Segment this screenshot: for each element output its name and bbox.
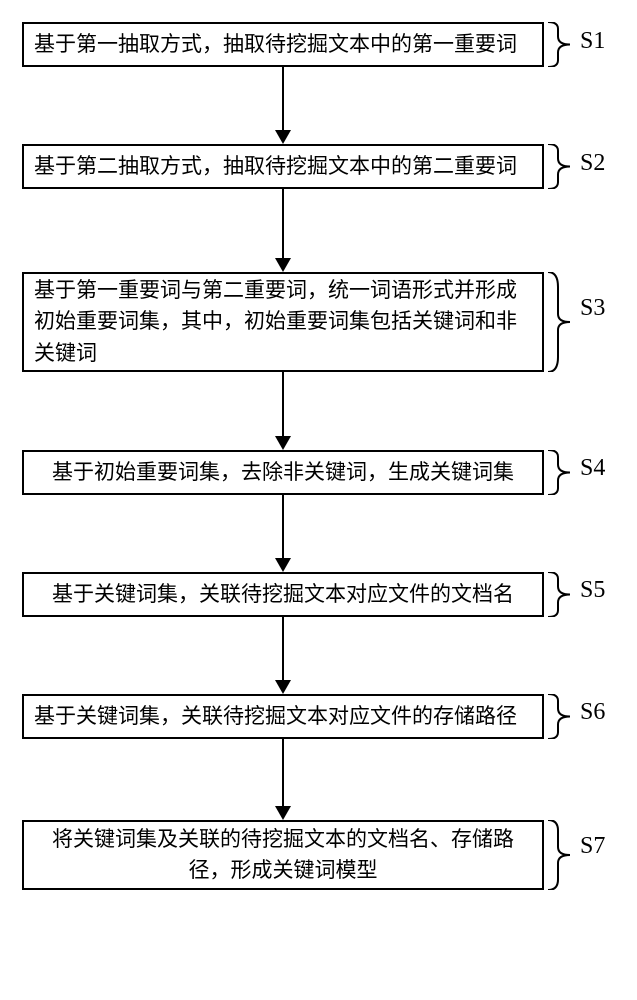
flow-node-s1: 基于第一抽取方式，抽取待挖掘文本中的第一重要词 [22, 22, 544, 67]
bracket-s5 [548, 572, 578, 617]
step-label-s4: S4 [580, 455, 605, 482]
flow-node-text: 基于关键词集，关联待挖掘文本对应文件的文档名 [34, 579, 532, 611]
arrow-head-s3-s4 [275, 436, 291, 450]
bracket-s4 [548, 450, 578, 495]
arrow-head-s4-s5 [275, 558, 291, 572]
step-label-s1: S1 [580, 28, 605, 55]
bracket-s3 [548, 272, 578, 372]
flow-node-s4: 基于初始重要词集，去除非关键词，生成关键词集 [22, 450, 544, 495]
flow-node-text: 基于关键词集，关联待挖掘文本对应文件的存储路径 [34, 701, 532, 733]
flow-node-s6: 基于关键词集，关联待挖掘文本对应文件的存储路径 [22, 694, 544, 739]
arrow-head-s2-s3 [275, 258, 291, 272]
bracket-s7 [548, 820, 578, 890]
arrow-s4-s5 [282, 495, 284, 558]
flow-node-text: 基于第一抽取方式，抽取待挖掘文本中的第一重要词 [34, 29, 532, 61]
flow-node-s2: 基于第二抽取方式，抽取待挖掘文本中的第二重要词 [22, 144, 544, 189]
flow-node-s3: 基于第一重要词与第二重要词，统一词语形式并形成初始重要词集，其中，初始重要词集包… [22, 272, 544, 372]
arrow-s2-s3 [282, 189, 284, 258]
flow-node-text: 将关键词集及关联的待挖掘文本的文档名、存储路径，形成关键词模型 [34, 824, 532, 887]
bracket-s1 [548, 22, 578, 67]
bracket-s2 [548, 144, 578, 189]
step-label-s2: S2 [580, 150, 605, 177]
arrow-head-s5-s6 [275, 680, 291, 694]
flowchart-canvas: 基于第一抽取方式，抽取待挖掘文本中的第一重要词 S1 基于第二抽取方式，抽取待挖掘文… [0, 0, 637, 1000]
step-label-s5: S5 [580, 577, 605, 604]
arrow-s3-s4 [282, 372, 284, 436]
flow-node-text: 基于第一重要词与第二重要词，统一词语形式并形成初始重要词集，其中，初始重要词集包… [34, 275, 532, 370]
arrow-s6-s7 [282, 739, 284, 806]
step-label-s7: S7 [580, 833, 605, 860]
flow-node-s5: 基于关键词集，关联待挖掘文本对应文件的文档名 [22, 572, 544, 617]
flow-node-s7: 将关键词集及关联的待挖掘文本的文档名、存储路径，形成关键词模型 [22, 820, 544, 890]
arrow-head-s6-s7 [275, 806, 291, 820]
arrow-s1-s2 [282, 67, 284, 130]
bracket-s6 [548, 694, 578, 739]
step-label-s6: S6 [580, 699, 605, 726]
flow-node-text: 基于初始重要词集，去除非关键词，生成关键词集 [34, 457, 532, 489]
arrow-s5-s6 [282, 617, 284, 680]
step-label-s3: S3 [580, 295, 605, 322]
flow-node-text: 基于第二抽取方式，抽取待挖掘文本中的第二重要词 [34, 151, 532, 183]
arrow-head-s1-s2 [275, 130, 291, 144]
